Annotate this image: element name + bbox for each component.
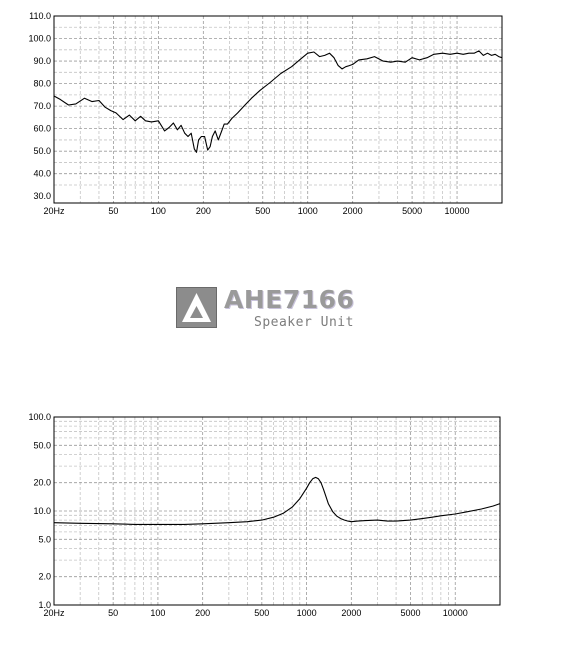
y-tick-label: 70.0 xyxy=(33,101,51,111)
x-tick-label: 10000 xyxy=(445,206,470,216)
x-tick-label: 50 xyxy=(108,608,118,618)
x-tick-label: 1000 xyxy=(297,608,317,618)
x-tick-label: 200 xyxy=(195,608,210,618)
y-tick-label: 10.0 xyxy=(33,506,51,516)
x-tick-label: 5000 xyxy=(400,608,420,618)
y-tick-label: 1.0 xyxy=(38,600,51,610)
x-tick-label: 500 xyxy=(254,608,269,618)
x-tick-label: 20Hz xyxy=(43,206,65,216)
logo-title: AHE7166 xyxy=(224,285,355,314)
frequency-response-chart: 30.0 40.0 50.0 60.0 70.0 80.0 90.0 100.0 110.0 20… xyxy=(28,11,503,216)
plot-frame xyxy=(53,15,503,204)
y-tick-label: 50.0 xyxy=(33,440,51,450)
x-tick-label: 1000 xyxy=(298,206,318,216)
x-tick-label: 100 xyxy=(151,206,166,216)
series-line xyxy=(53,476,501,525)
y-tick-label: 5.0 xyxy=(38,534,51,544)
grid xyxy=(54,16,502,203)
x-tick-label: 2000 xyxy=(341,608,361,618)
plot-area xyxy=(54,16,502,203)
impedance-chart: 1.0 2.0 5.0 10.0 20.0 50.0 100.0 20Hz 50 100 200 50… xyxy=(28,412,501,618)
x-tick-label: 10000 xyxy=(443,608,468,618)
series-line xyxy=(53,50,503,153)
y-tick-label: 90.0 xyxy=(33,56,51,66)
y-tick-label: 30.0 xyxy=(33,191,51,201)
y-tick-label: 100.0 xyxy=(28,412,51,422)
logo-subtitle: Speaker Unit xyxy=(254,315,354,330)
x-tick-label: 2000 xyxy=(343,206,363,216)
y-tick-label: 50.0 xyxy=(33,146,51,156)
y-tick-label: 20.0 xyxy=(33,478,51,488)
x-tick-label: 5000 xyxy=(402,206,422,216)
x-tick-label: 50 xyxy=(108,206,118,216)
x-tick-label: 200 xyxy=(196,206,211,216)
plot-frame xyxy=(53,416,501,606)
y-tick-label: 100.0 xyxy=(28,34,51,44)
y-tick-label: 60.0 xyxy=(33,124,51,134)
x-tick-label: 100 xyxy=(150,608,165,618)
y-tick-label: 2.0 xyxy=(38,572,51,582)
y-tick-label: 40.0 xyxy=(33,169,51,179)
x-tick-label: 500 xyxy=(255,206,270,216)
logo-mark-icon xyxy=(176,287,217,328)
x-tick-label: 20Hz xyxy=(43,608,65,618)
y-tick-label: 110.0 xyxy=(29,11,51,21)
logo: AHE7166 Speaker Unit xyxy=(176,285,376,333)
y-tick-label: 80.0 xyxy=(33,79,51,89)
